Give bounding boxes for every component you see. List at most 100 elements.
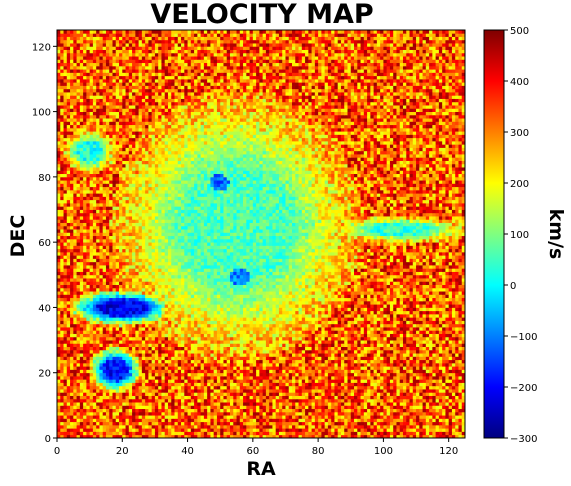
heatmap-cell — [151, 428, 156, 432]
heatmap-cell — [278, 330, 283, 334]
heatmap-cell — [233, 431, 237, 436]
heatmap-cell — [301, 385, 306, 390]
heatmap-cell — [432, 424, 437, 429]
heatmap-cell — [288, 372, 293, 377]
heatmap-cell — [262, 395, 267, 400]
heatmap-cell — [148, 375, 153, 380]
heatmap-cell — [455, 405, 459, 410]
heatmap-cell — [174, 408, 179, 413]
heatmap-cell — [164, 307, 169, 312]
heatmap-cell — [301, 333, 306, 338]
heatmap-cell — [308, 382, 312, 387]
heatmap-cell — [442, 411, 446, 416]
heatmap-cell — [145, 392, 149, 396]
heatmap-cell — [63, 333, 68, 338]
heatmap-cell — [73, 369, 77, 374]
heatmap-cell — [102, 356, 107, 361]
heatmap-cell — [223, 379, 228, 383]
heatmap-cell — [141, 333, 146, 338]
heatmap-cell — [132, 310, 136, 315]
heatmap-cell — [311, 402, 316, 406]
heatmap-cell — [197, 313, 202, 318]
heatmap-cell — [295, 356, 299, 361]
heatmap-cell — [337, 359, 342, 364]
heatmap-cell — [125, 333, 130, 338]
heatmap-cell — [151, 415, 156, 419]
heatmap-cell — [451, 349, 456, 354]
heatmap-cell — [298, 340, 303, 344]
heatmap-cell — [340, 434, 345, 439]
heatmap-cell — [119, 421, 123, 426]
heatmap-cell — [73, 385, 77, 390]
heatmap-cell — [216, 421, 221, 426]
heatmap-cell — [406, 310, 410, 315]
heatmap-cell — [233, 313, 237, 318]
heatmap-cell — [226, 353, 231, 357]
heatmap-cell — [347, 382, 352, 387]
heatmap-cell — [128, 434, 133, 439]
heatmap-cell — [396, 408, 401, 413]
heatmap-cell — [327, 415, 332, 419]
heatmap-cell — [92, 362, 97, 367]
heatmap-cell — [416, 340, 420, 344]
heatmap-cell — [66, 408, 71, 413]
heatmap-cell — [181, 382, 185, 387]
heatmap-cell — [99, 317, 104, 321]
heatmap-cell — [399, 356, 404, 361]
heatmap-cell — [109, 424, 113, 429]
heatmap-cell — [96, 333, 100, 338]
heatmap-cell — [83, 431, 87, 436]
heatmap-cell — [63, 353, 68, 357]
heatmap-cell — [292, 333, 296, 338]
heatmap-cell — [425, 310, 430, 315]
heatmap-cell — [73, 379, 77, 383]
heatmap-cell — [73, 418, 77, 423]
heatmap-cell — [402, 375, 407, 380]
heatmap-cell — [210, 356, 215, 361]
heatmap-cell — [383, 323, 388, 328]
heatmap-cell — [416, 327, 420, 331]
heatmap-cell — [207, 428, 211, 432]
heatmap-cell — [112, 362, 117, 367]
heatmap-cell — [432, 369, 437, 374]
heatmap-cell — [197, 411, 202, 416]
heatmap-cell — [145, 398, 149, 403]
heatmap-cell — [409, 356, 414, 361]
heatmap-cell — [167, 369, 172, 374]
heatmap-cell — [288, 313, 293, 318]
heatmap-cell — [210, 408, 215, 413]
heatmap-cell — [458, 343, 463, 347]
heatmap-cell — [344, 307, 348, 312]
heatmap-cell — [334, 402, 339, 406]
heatmap-cell — [246, 356, 250, 361]
heatmap-cell — [174, 385, 179, 390]
heatmap-cell — [141, 379, 146, 383]
heatmap-cell — [86, 402, 91, 406]
heatmap-cell — [269, 362, 273, 367]
heatmap-cell — [249, 395, 254, 400]
heatmap-cell — [115, 369, 120, 374]
heatmap-cell — [164, 418, 169, 423]
heatmap-cell — [373, 418, 378, 423]
heatmap-cell — [298, 369, 303, 374]
heatmap-cell — [213, 375, 218, 380]
heatmap-cell — [236, 336, 241, 341]
heatmap-cell — [442, 382, 446, 387]
heatmap-cell — [285, 379, 290, 383]
heatmap-cell — [256, 385, 260, 390]
heatmap-cell — [363, 336, 368, 341]
heatmap-cell — [429, 385, 433, 390]
heatmap-cell — [213, 379, 218, 383]
heatmap-cell — [128, 405, 133, 410]
heatmap-cell — [154, 428, 159, 432]
heatmap-cell — [164, 310, 169, 315]
heatmap-cell — [171, 336, 175, 341]
heatmap-cell — [138, 313, 143, 318]
heatmap-cell — [167, 372, 172, 377]
heatmap-cell — [229, 313, 234, 318]
heatmap-cell — [393, 317, 397, 321]
heatmap-cell — [79, 398, 84, 403]
heatmap-cell — [177, 330, 182, 334]
heatmap-cell — [393, 313, 397, 318]
heatmap-cell — [141, 431, 146, 436]
